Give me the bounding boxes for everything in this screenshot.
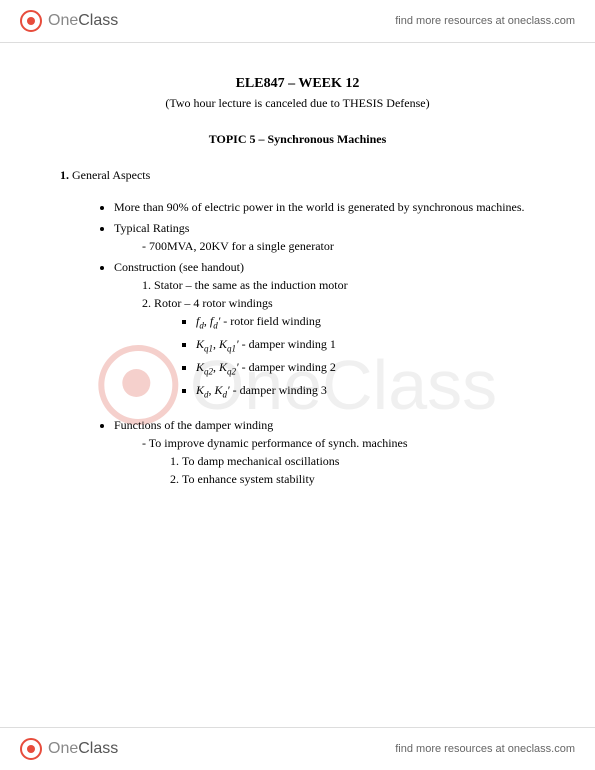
winding-damper-1: Kq1, Kq1' - damper winding 1 [196, 335, 535, 356]
winding-damper-1-label: - damper winding 1 [239, 337, 336, 351]
damper-reasons: To damp mechanical oscillations To enhan… [142, 452, 535, 488]
section-1-heading: 1. 1. General AspectsGeneral Aspects [60, 166, 535, 184]
winding-damper-2-label: - damper winding 2 [239, 360, 336, 374]
bullet-construction: Construction (see handout) Stator – the … [114, 258, 535, 402]
brand-logo-footer[interactable]: OneClass [20, 738, 118, 760]
rotor-item: Rotor – 4 rotor windings fd, fd' - rotor… [154, 294, 535, 402]
brand-name-one: One [48, 12, 78, 30]
reason-stability: To enhance system stability [182, 470, 535, 488]
brand-name-class: Class [78, 12, 118, 30]
bullet-list-1: More than 90% of electric power in the w… [60, 198, 535, 402]
damper-func-label: Functions of the damper winding [114, 418, 273, 432]
resources-link-top[interactable]: find more resources at oneclass.com [395, 15, 575, 27]
reason-oscillations: To damp mechanical oscillations [182, 452, 535, 470]
damper-improve-label: To improve dynamic performance of synch.… [149, 436, 408, 450]
ratings-value: 700MVA, 20KV for a single generator [142, 237, 535, 255]
brand-logo[interactable]: OneClass [20, 10, 118, 32]
doc-title: ELE847 – WEEK 12 [60, 73, 535, 94]
bullet-damper-functions: Functions of the damper winding To impro… [114, 416, 535, 488]
ratings-sublist: 700MVA, 20KV for a single generator [114, 237, 535, 255]
rotor-label: Rotor – 4 rotor windings [154, 296, 273, 310]
winding-damper-3: Kd, Kd' - damper winding 3 [196, 381, 535, 402]
winding-damper-2: Kq2, Kq2' - damper winding 2 [196, 358, 535, 379]
resources-link-bottom[interactable]: find more resources at oneclass.com [395, 743, 575, 755]
stator-item: Stator – the same as the induction motor [154, 276, 535, 294]
windings-list: fd, fd' - rotor field winding Kq1, Kq1' … [154, 312, 535, 402]
page-footer: OneClass find more resources at oneclass… [0, 727, 595, 770]
damper-improve: To improve dynamic performance of synch.… [142, 434, 535, 488]
logo-circle-icon [20, 10, 42, 32]
brand-name-one-footer: One [48, 740, 78, 758]
document-content: ELE847 – WEEK 12 (Two hour lecture is ca… [0, 43, 595, 532]
winding-field: fd, fd' - rotor field winding [196, 312, 535, 333]
damper-sublist: To improve dynamic performance of synch.… [114, 434, 535, 488]
bullet-ratings: Typical Ratings 700MVA, 20KV for a singl… [114, 219, 535, 255]
doc-topic: TOPIC 5 – Synchronous Machines [60, 130, 535, 148]
page-header: OneClass find more resources at oneclass… [0, 0, 595, 43]
bullet-list-2: Functions of the damper winding To impro… [60, 416, 535, 488]
construction-label: Construction (see handout) [114, 260, 244, 274]
construction-list: Stator – the same as the induction motor… [114, 276, 535, 402]
winding-field-label: - rotor field winding [220, 314, 321, 328]
doc-subtitle: (Two hour lecture is canceled due to THE… [60, 94, 535, 112]
ratings-label: Typical Ratings [114, 221, 189, 235]
bullet-power: More than 90% of electric power in the w… [114, 198, 535, 216]
winding-damper-3-label: - damper winding 3 [230, 383, 327, 397]
logo-circle-icon-footer [20, 738, 42, 760]
brand-name-class-footer: Class [78, 740, 118, 758]
